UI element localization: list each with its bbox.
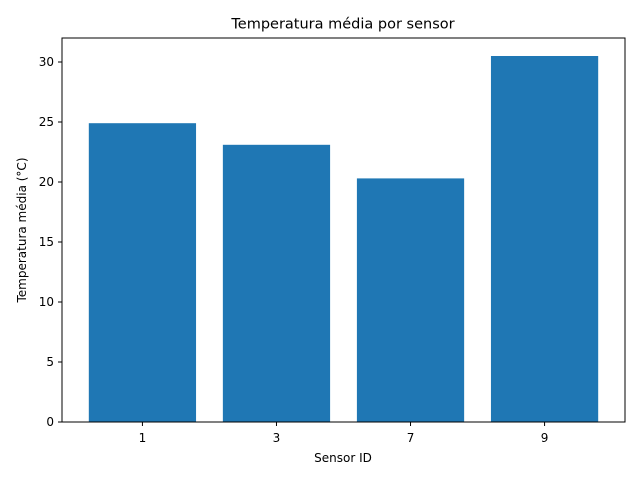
x-tick-label: 1 — [139, 431, 147, 445]
y-tick-label: 20 — [39, 175, 54, 189]
y-tick-label: 5 — [46, 355, 54, 369]
y-tick-label: 30 — [39, 55, 54, 69]
chart-title: Temperatura média por sensor — [230, 17, 454, 33]
x-tick-label: 7 — [407, 431, 415, 445]
x-tick-label: 9 — [541, 431, 549, 445]
bar-sensor-1 — [88, 123, 197, 422]
y-tick-label: 15 — [39, 235, 54, 249]
y-axis: 0 5 10 15 20 25 30 — [39, 55, 62, 429]
x-axis: 1 3 7 9 — [139, 422, 549, 445]
bar-sensor-3 — [222, 144, 331, 423]
x-axis-label: Sensor ID — [314, 451, 372, 465]
bars-group — [88, 56, 599, 423]
y-axis-label: Temperatura média (°C) — [15, 158, 29, 304]
bar-sensor-9 — [490, 56, 599, 422]
x-tick-label: 3 — [273, 431, 281, 445]
plot-frame — [61, 37, 626, 423]
y-tick-label: 25 — [39, 115, 54, 129]
y-tick-label: 0 — [46, 415, 54, 429]
bar-sensor-7 — [356, 178, 465, 422]
y-tick-label: 10 — [39, 295, 54, 309]
